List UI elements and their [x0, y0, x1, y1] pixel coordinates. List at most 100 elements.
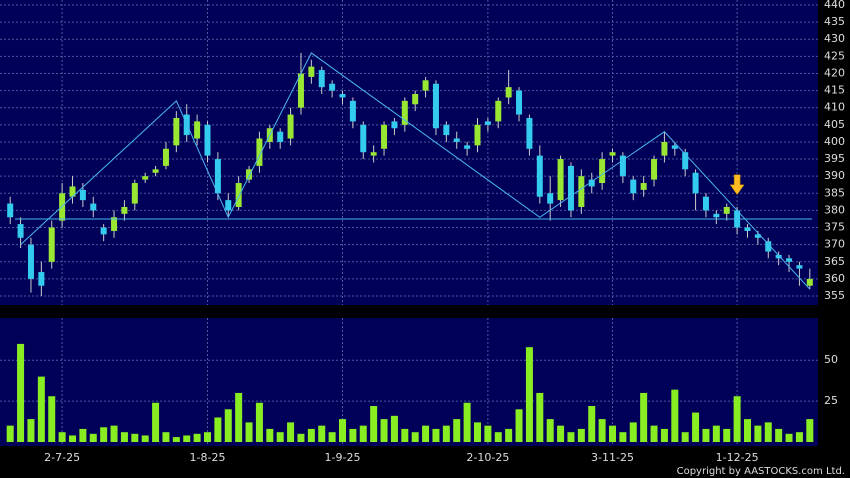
volume-bar	[609, 425, 616, 442]
volume-bar	[152, 402, 160, 442]
volume-bar	[307, 428, 315, 442]
volume-bar	[432, 428, 440, 442]
candle-body	[100, 227, 107, 235]
candle-body	[412, 94, 419, 105]
volume-bar	[48, 396, 56, 442]
volume-bar	[702, 428, 710, 442]
volume-bar	[546, 419, 554, 442]
candle-body	[79, 189, 86, 201]
volume-bar	[162, 432, 170, 442]
volume-bar	[660, 428, 668, 442]
volume-bar	[6, 425, 14, 442]
candle-body	[360, 124, 367, 153]
volume-bar	[318, 425, 326, 442]
y-tick-label: 390	[824, 169, 845, 182]
volume-bar	[193, 433, 201, 442]
candle-body	[277, 131, 284, 142]
volume-bar	[58, 432, 66, 442]
candle-body	[557, 159, 564, 201]
candle-body	[287, 114, 294, 139]
x-tick-label: 1-9-25	[325, 451, 361, 464]
candle-body	[609, 152, 616, 156]
volume-bar	[17, 343, 25, 442]
y-tick-label: 355	[824, 289, 845, 302]
candle-body	[547, 193, 554, 204]
candle-body	[671, 145, 678, 149]
candle-body	[702, 196, 709, 211]
candle-body	[422, 80, 429, 91]
candle-body	[505, 87, 512, 98]
candle-body	[640, 183, 647, 190]
volume-bar	[474, 422, 481, 442]
volume-bar	[598, 419, 606, 442]
volume-bar	[744, 419, 751, 442]
candle-body	[443, 124, 450, 136]
candle-body	[495, 100, 502, 122]
y-tick-label: 400	[824, 135, 845, 148]
candle-body	[453, 138, 460, 142]
candle-body	[401, 100, 408, 125]
volume-bar	[536, 392, 544, 442]
volume-bar	[380, 419, 388, 442]
volume-bar	[567, 432, 575, 442]
candle-body	[567, 165, 574, 211]
candle-body	[308, 66, 315, 77]
candle-body	[329, 83, 336, 91]
candle-body	[152, 169, 159, 173]
candle-body	[111, 217, 118, 231]
price-panel	[0, 0, 818, 305]
volume-panel	[0, 318, 818, 446]
volume-bar	[442, 425, 450, 442]
candle-body	[682, 152, 689, 170]
candle-body	[754, 234, 761, 238]
volume-bar	[69, 435, 76, 442]
candle-body	[806, 278, 813, 286]
y-tick-label: 360	[824, 272, 845, 285]
volume-bar	[297, 433, 305, 442]
y-tick-label: 395	[824, 152, 845, 165]
volume-bar	[692, 412, 700, 442]
candle-body	[775, 254, 782, 259]
volume-bar	[255, 402, 263, 442]
volume-bar	[79, 428, 87, 442]
candle-body	[235, 183, 242, 207]
volume-bar	[27, 419, 35, 442]
candle-body	[349, 100, 356, 122]
volume-bar	[775, 428, 783, 442]
volume-bar	[712, 425, 720, 442]
y-tick-label: 435	[824, 15, 845, 28]
volume-bar	[422, 425, 430, 442]
volume-bar	[754, 425, 762, 442]
candle-body	[204, 124, 211, 156]
candle-body	[516, 90, 523, 115]
volume-bar	[276, 432, 284, 442]
volume-bar	[557, 425, 565, 442]
volume-tick-label: 25	[824, 394, 838, 407]
y-tick-label: 370	[824, 238, 845, 251]
trend-line	[20, 52, 811, 290]
candle-body	[69, 186, 76, 197]
x-tick-label: 3-11-25	[591, 451, 634, 464]
candle-body	[526, 117, 533, 149]
volume-bar	[795, 432, 803, 442]
volume-bar	[806, 419, 814, 442]
candle-body	[474, 124, 481, 146]
x-tick-label: 2-7-25	[44, 451, 80, 464]
volume-bar	[588, 406, 596, 442]
volume-bar	[214, 417, 222, 442]
x-tick-label: 1-8-25	[190, 451, 226, 464]
y-tick-label: 420	[824, 66, 845, 79]
volume-bar	[785, 433, 793, 442]
candle-body	[318, 70, 325, 88]
y-tick-label: 440	[824, 0, 845, 11]
candle-body	[619, 155, 626, 177]
candle-body	[744, 227, 751, 231]
y-tick-label: 385	[824, 186, 845, 199]
volume-bar	[671, 389, 679, 442]
volume-bar	[37, 376, 45, 442]
candle-body	[536, 155, 543, 197]
candle-body	[765, 241, 772, 252]
volume-bar	[525, 347, 533, 442]
candle-body	[464, 145, 471, 149]
